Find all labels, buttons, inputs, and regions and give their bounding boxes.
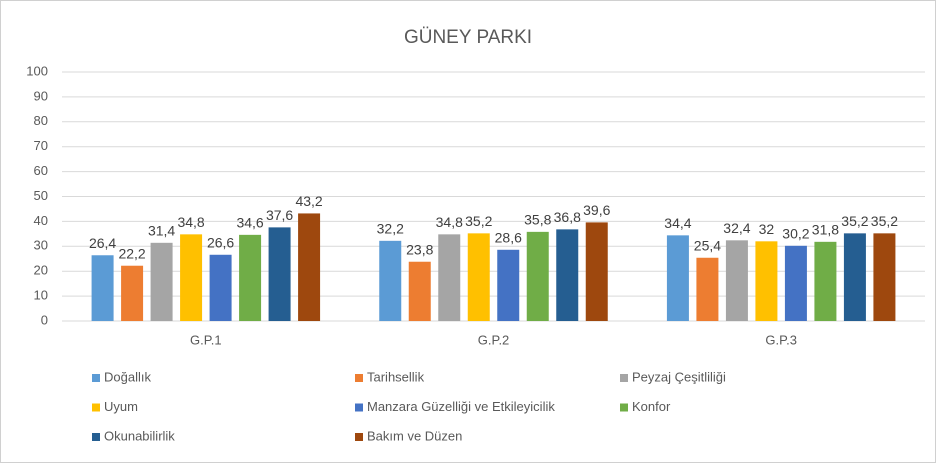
value-label: 35,2	[871, 213, 898, 229]
bar	[784, 245, 807, 321]
legend-label: Doğallık	[104, 369, 151, 384]
value-label: 34,8	[436, 214, 463, 230]
bar	[814, 241, 837, 321]
bar	[408, 261, 431, 321]
value-label: 31,8	[812, 222, 839, 238]
legend-swatch	[355, 403, 363, 412]
bar	[379, 240, 402, 321]
bar	[843, 233, 866, 321]
legend-label: Tarihsellik	[367, 369, 425, 384]
legend-swatch	[92, 433, 100, 441]
bar	[150, 242, 173, 321]
bar	[209, 254, 232, 321]
value-label: 23,8	[406, 241, 433, 257]
legend-label: Bakım ve Düzen	[367, 428, 462, 443]
bar	[755, 241, 778, 321]
chart-title: GÜNEY PARKI	[404, 27, 532, 48]
value-label: 32,4	[723, 220, 750, 236]
value-label: 26,6	[207, 234, 234, 250]
legend-label: Uyum	[104, 399, 138, 414]
bar	[239, 234, 262, 321]
bar	[121, 265, 144, 321]
value-label: 32	[759, 221, 775, 237]
legend-swatch	[620, 374, 628, 382]
bar	[298, 213, 321, 321]
bar	[180, 234, 203, 321]
legend-swatch	[92, 374, 100, 382]
value-label: 30,2	[782, 226, 809, 242]
value-label: 32,2	[377, 221, 404, 237]
bar	[497, 249, 520, 321]
bar	[725, 240, 748, 321]
y-tick-label: 30	[34, 238, 48, 253]
value-label: 26,4	[89, 235, 116, 251]
legend-label: Manzara Güzelliği ve Etkileyicilik	[367, 399, 555, 414]
legend-swatch	[620, 403, 628, 412]
y-tick-label: 90	[34, 88, 48, 103]
y-tick-label: 10	[34, 288, 48, 303]
bar	[696, 257, 719, 321]
bar	[438, 234, 461, 321]
value-label: 34,4	[664, 215, 691, 231]
value-label: 36,8	[554, 209, 581, 225]
value-label: 22,2	[118, 245, 145, 261]
y-tick-label: 60	[34, 163, 48, 178]
value-label: 31,4	[148, 223, 175, 239]
value-label: 34,6	[236, 215, 263, 231]
bar	[666, 235, 689, 321]
value-label: 37,6	[266, 207, 293, 223]
value-label: 43,2	[295, 193, 322, 209]
y-tick-label: 100	[26, 63, 48, 78]
bar	[585, 222, 608, 321]
y-tick-label: 40	[34, 213, 48, 228]
legend-swatch	[355, 433, 363, 441]
legend-label: Peyzaj Çeşitliliği	[632, 369, 726, 384]
x-tick-label: G.P.2	[478, 332, 510, 347]
value-label: 34,8	[177, 214, 204, 230]
bar	[873, 233, 896, 321]
y-tick-label: 20	[34, 263, 48, 278]
bar	[268, 227, 291, 321]
x-tick-label: G.P.3	[765, 332, 797, 347]
value-label: 28,6	[495, 229, 522, 245]
y-tick-label: 50	[34, 188, 48, 203]
value-label: 35,2	[841, 213, 868, 229]
value-label: 25,4	[694, 237, 721, 253]
legend-label: Okunabilirlik	[104, 428, 175, 443]
x-tick-label: G.P.1	[190, 332, 222, 347]
legend-swatch	[355, 374, 363, 382]
legend-swatch	[92, 403, 100, 412]
value-label: 35,8	[524, 212, 551, 228]
bar	[526, 231, 549, 321]
bar	[556, 229, 579, 321]
y-tick-label: 80	[34, 113, 48, 128]
y-tick-label: 70	[34, 138, 48, 153]
bar	[467, 233, 490, 321]
bar	[91, 255, 114, 321]
legend-label: Konfor	[632, 399, 671, 414]
y-tick-label: 0	[41, 312, 48, 327]
value-label: 35,2	[465, 213, 492, 229]
value-label: 39,6	[583, 202, 610, 218]
